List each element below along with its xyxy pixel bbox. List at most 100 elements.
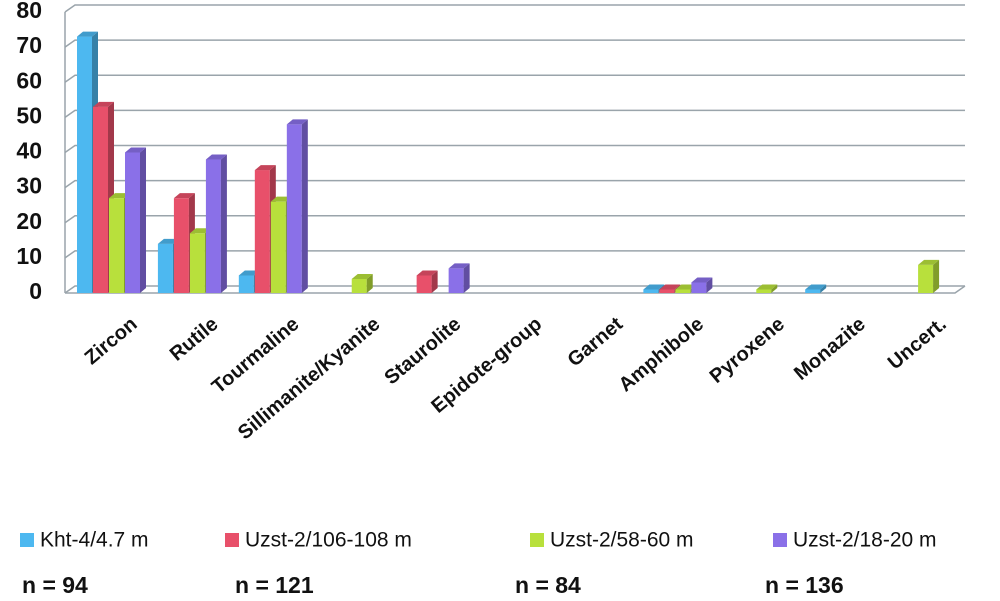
legend-label: Kht-4/4.7 m: [40, 529, 149, 552]
grid-line: [64, 109, 965, 118]
bar-top: [157, 238, 179, 244]
x-tick-label: Amphibole: [615, 313, 708, 396]
bar-front: [659, 289, 675, 293]
bar-front: [205, 159, 221, 293]
legend-label: Uzst-2/58-60 m: [550, 529, 694, 552]
x-tick-label: Zircon: [81, 313, 142, 369]
bar-front: [270, 201, 286, 293]
bar-side: [706, 277, 713, 293]
y-tick-label: 30: [16, 173, 42, 199]
bar-front: [643, 289, 659, 293]
legend-label: Uzst-2/106-108 m: [245, 529, 412, 552]
bar-top: [270, 196, 292, 202]
bar-front: [918, 264, 934, 293]
x-tick-label: Pyroxene: [706, 313, 789, 388]
bar: [351, 273, 373, 293]
x-tick-label: Sillimanite/Kyanite: [234, 313, 384, 444]
grid-line: [64, 144, 965, 154]
bar-front: [351, 278, 367, 293]
annotation: n = 84: [515, 572, 581, 598]
bar-front: [416, 275, 432, 293]
bar: [286, 119, 308, 294]
bar-top: [805, 284, 827, 290]
bar-front: [157, 243, 173, 293]
bar-top: [448, 263, 470, 269]
bar: [125, 147, 146, 293]
grid-line: [64, 4, 965, 13]
bar-top: [756, 284, 778, 290]
bar-side: [431, 270, 438, 293]
bar-front: [189, 233, 205, 293]
bar-front: [805, 289, 821, 293]
legend-swatch: [773, 533, 787, 547]
bar-top: [125, 147, 146, 153]
bar-front: [77, 36, 92, 294]
bar-side: [366, 273, 373, 293]
bar-side: [933, 259, 940, 293]
grid-line: [64, 250, 965, 259]
annotation: n = 94: [22, 572, 88, 598]
bar: [691, 277, 713, 293]
bar-top: [254, 165, 276, 171]
bar-front: [448, 268, 464, 293]
annotation: n = 136: [765, 572, 844, 598]
x-tick-label: Monazite: [790, 313, 870, 385]
bar-front: [691, 282, 707, 293]
bar-front: [109, 198, 124, 293]
bar-top: [286, 119, 308, 125]
bar-top: [77, 31, 98, 37]
bar-top: [189, 228, 211, 234]
bar: [205, 154, 227, 293]
bar: [416, 270, 438, 293]
bar-front: [756, 289, 772, 293]
bar-side: [301, 119, 308, 294]
grid-line: [64, 39, 965, 48]
bar-top: [93, 101, 114, 107]
bar-front: [675, 289, 691, 293]
legend-swatch: [530, 533, 544, 547]
bar-side: [463, 263, 470, 293]
legend-swatch: [20, 533, 34, 547]
y-tick-label: 20: [16, 208, 42, 234]
bar-top: [109, 193, 130, 199]
bar-top: [351, 273, 373, 279]
bar-top: [238, 270, 260, 276]
legend-label: Uzst-2/18-20 m: [793, 529, 937, 552]
bar: [918, 259, 940, 293]
legend-swatch: [225, 533, 239, 547]
bar: [756, 284, 778, 293]
grid-line: [64, 215, 965, 224]
bar-top: [918, 259, 940, 265]
grid-line: [64, 179, 965, 189]
bar-top: [659, 284, 681, 290]
bar-side: [220, 154, 227, 293]
x-tick-label: Rutile: [166, 313, 223, 366]
grid-line: [64, 74, 965, 83]
bar-front: [286, 124, 302, 294]
y-tick-label: 70: [16, 32, 42, 58]
bar-top: [643, 284, 665, 290]
bar-side: [140, 147, 146, 293]
y-tick-label: 60: [16, 67, 42, 93]
bar-top: [416, 270, 438, 276]
bar-front: [125, 152, 140, 293]
bar: [448, 263, 470, 293]
bar-top: [173, 193, 195, 199]
x-tick-label: Uncert.: [884, 313, 951, 374]
bar-front: [238, 275, 254, 293]
bar-front: [254, 170, 270, 293]
annotation: n = 121: [235, 572, 314, 598]
y-tick-label: 10: [16, 243, 42, 269]
bar-side: [771, 284, 778, 293]
bar-top: [205, 154, 227, 160]
bar: [805, 284, 827, 293]
bar-front: [93, 106, 108, 294]
bar-front: [173, 198, 189, 293]
y-tick-label: 50: [16, 102, 42, 128]
y-tick-label: 40: [16, 138, 42, 164]
y-tick-label: 80: [16, 0, 42, 23]
bar-top: [691, 277, 713, 283]
x-tick-label: Garnet: [564, 313, 628, 372]
bar-side: [820, 284, 827, 293]
